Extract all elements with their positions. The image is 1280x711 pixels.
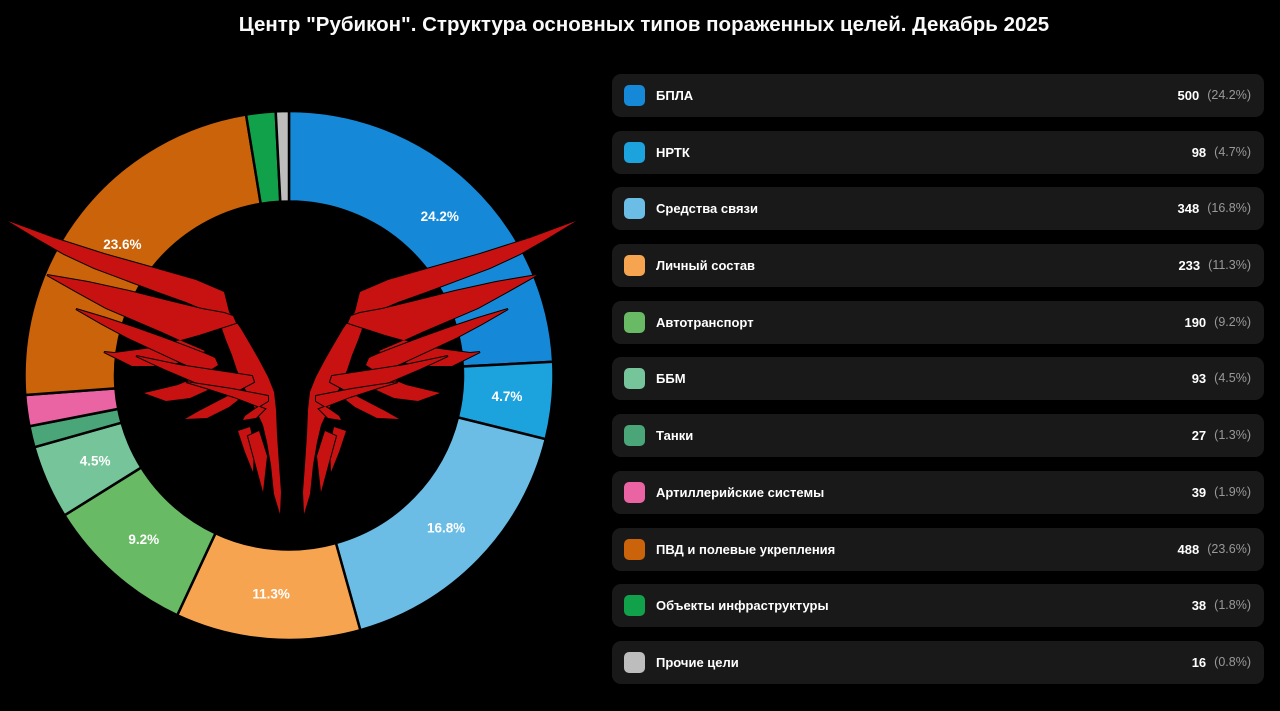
svg-text:9.2%: 9.2% xyxy=(128,532,159,547)
svg-text:4.5%: 4.5% xyxy=(80,454,111,469)
svg-text:11.3%: 11.3% xyxy=(252,586,290,601)
svg-text:16.8%: 16.8% xyxy=(427,521,465,536)
svg-text:4.7%: 4.7% xyxy=(492,389,523,404)
svg-text:23.6%: 23.6% xyxy=(103,237,141,252)
svg-text:24.2%: 24.2% xyxy=(421,209,459,224)
